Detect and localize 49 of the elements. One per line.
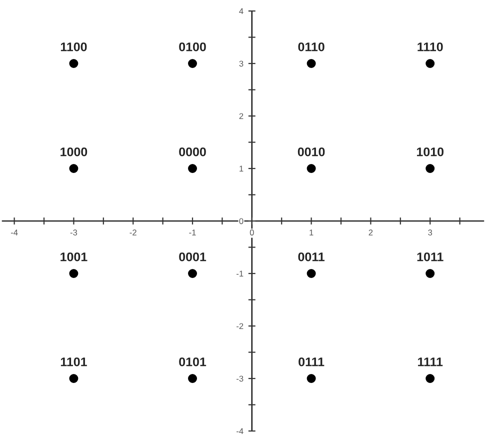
point xyxy=(69,164,78,173)
point xyxy=(188,164,198,173)
y-tick-label: 2 xyxy=(239,113,244,120)
annotation: 0100 xyxy=(179,42,206,52)
annotation: 0110 xyxy=(298,42,324,52)
x-tick-label: -4 xyxy=(10,230,18,236)
annotation: 1010 xyxy=(416,147,444,156)
y-tick-label: -4 xyxy=(236,428,244,434)
point xyxy=(426,164,435,173)
point xyxy=(69,59,78,68)
x-tick-label: 3 xyxy=(428,230,432,236)
point xyxy=(426,59,435,68)
point xyxy=(188,59,198,68)
annotation: 1110 xyxy=(418,42,443,52)
point xyxy=(426,374,435,383)
annotation: 0010 xyxy=(298,147,325,156)
y-tick-label: 4 xyxy=(239,8,244,14)
y-tick-label: -3 xyxy=(236,376,244,382)
annotation: 0001 xyxy=(179,252,206,262)
x-tick-label: -2 xyxy=(130,230,136,236)
annotation: 0111 xyxy=(298,357,324,366)
point xyxy=(69,269,78,278)
x-tick-label: 0 xyxy=(250,230,254,236)
x-tick-label: -1 xyxy=(189,230,196,236)
point xyxy=(426,269,435,278)
annotation: 0011 xyxy=(298,252,325,262)
annotation: 1001 xyxy=(60,252,88,262)
annotation: 1100 xyxy=(60,42,87,52)
annotation: 1101 xyxy=(60,357,87,366)
x-tick-label: -3 xyxy=(70,230,78,236)
point xyxy=(69,374,78,383)
y-tick-label: 0 xyxy=(239,218,244,224)
x-tick-label: 2 xyxy=(368,230,373,236)
y-tick-label: -2 xyxy=(236,323,244,330)
y-tick-label: 3 xyxy=(239,60,244,67)
y-tick-label: -1 xyxy=(236,270,244,277)
y-tick-label: 1 xyxy=(240,166,244,172)
annotation: 0101 xyxy=(179,357,206,366)
annotation: 1011 xyxy=(417,252,444,262)
point xyxy=(306,374,316,383)
annotation: 1000 xyxy=(60,147,88,156)
annotation: 0000 xyxy=(179,147,206,156)
point xyxy=(188,269,198,278)
point xyxy=(306,164,316,173)
x-tick-label: 1 xyxy=(310,230,314,236)
point xyxy=(306,59,316,68)
point xyxy=(306,269,316,278)
point xyxy=(188,374,198,383)
annotation: 1111 xyxy=(418,358,443,366)
